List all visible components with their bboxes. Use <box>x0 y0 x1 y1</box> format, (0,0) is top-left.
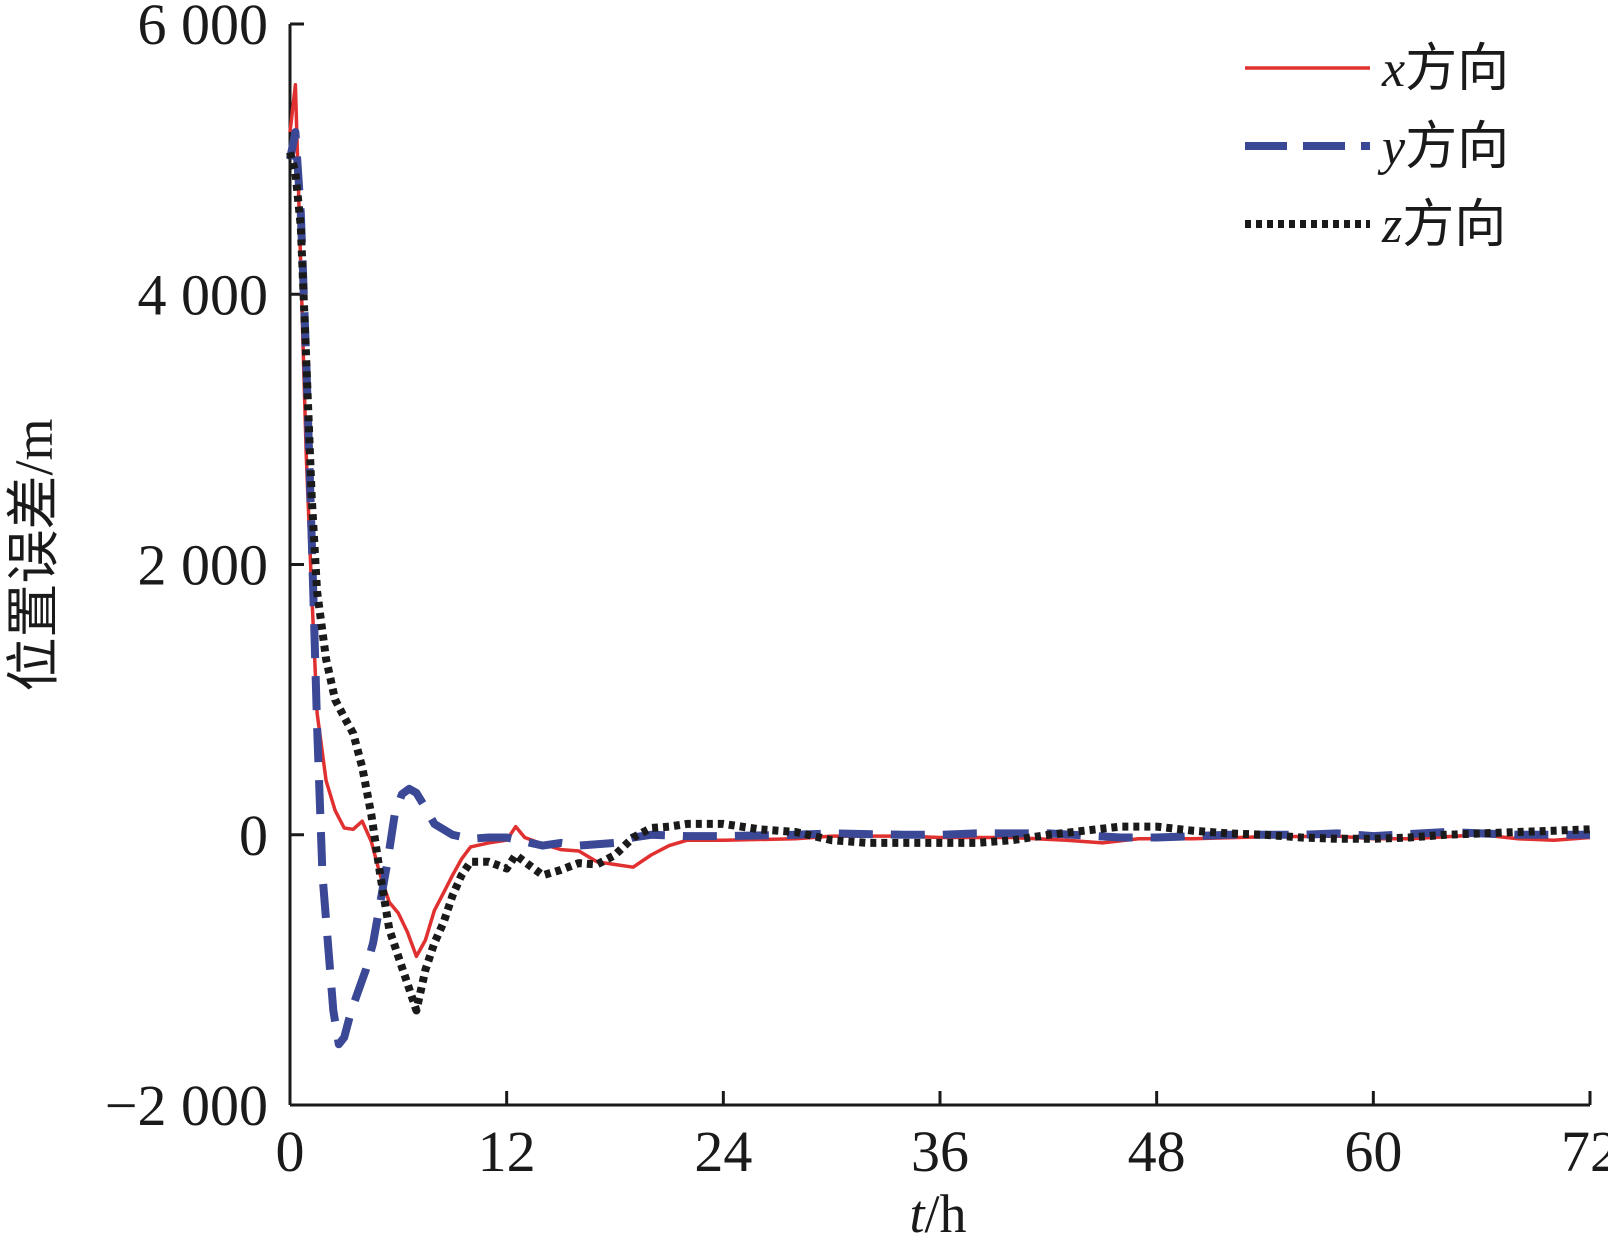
series-group <box>286 83 1591 1049</box>
legend-label-italic: x <box>1381 41 1405 98</box>
x-tick-label: 0 <box>276 1119 305 1184</box>
x-tick-label: 48 <box>1128 1119 1186 1184</box>
series-line-y <box>286 128 1590 1049</box>
x-axis-label: t/h <box>909 1184 966 1244</box>
y-tick-label: 2 000 <box>138 533 269 598</box>
legend-label-rest: 方向 <box>1405 119 1509 176</box>
legend-label-italic: z <box>1381 197 1402 254</box>
legend-label-z: z方向 <box>1381 197 1506 254</box>
x-tick-label: 60 <box>1344 1119 1402 1184</box>
axes <box>288 24 1590 1107</box>
y-tick-label: 0 <box>239 803 268 868</box>
x-tick-label: 72 <box>1561 1119 1608 1184</box>
y-tick-label: 6 000 <box>138 0 269 57</box>
legend-label-x: x方向 <box>1381 41 1509 98</box>
y-axis-label: 位置误差/m <box>4 418 64 691</box>
y-tick-label: −2 000 <box>105 1073 268 1138</box>
legend-label-y: y方向 <box>1377 119 1509 176</box>
x-axis-label-unit: /h <box>925 1184 967 1244</box>
x-tick-label: 24 <box>694 1119 752 1184</box>
series-line-z <box>286 151 1591 1015</box>
x-tick-label: 12 <box>478 1119 536 1184</box>
legend-label-rest: 方向 <box>1405 41 1509 98</box>
x-axis-label-italic: t <box>909 1184 926 1244</box>
x-tick-label: 36 <box>911 1119 969 1184</box>
y-tick-label: 4 000 <box>138 262 269 327</box>
legend-label-rest: 方向 <box>1402 197 1506 254</box>
legend-label-italic: y <box>1377 119 1406 176</box>
